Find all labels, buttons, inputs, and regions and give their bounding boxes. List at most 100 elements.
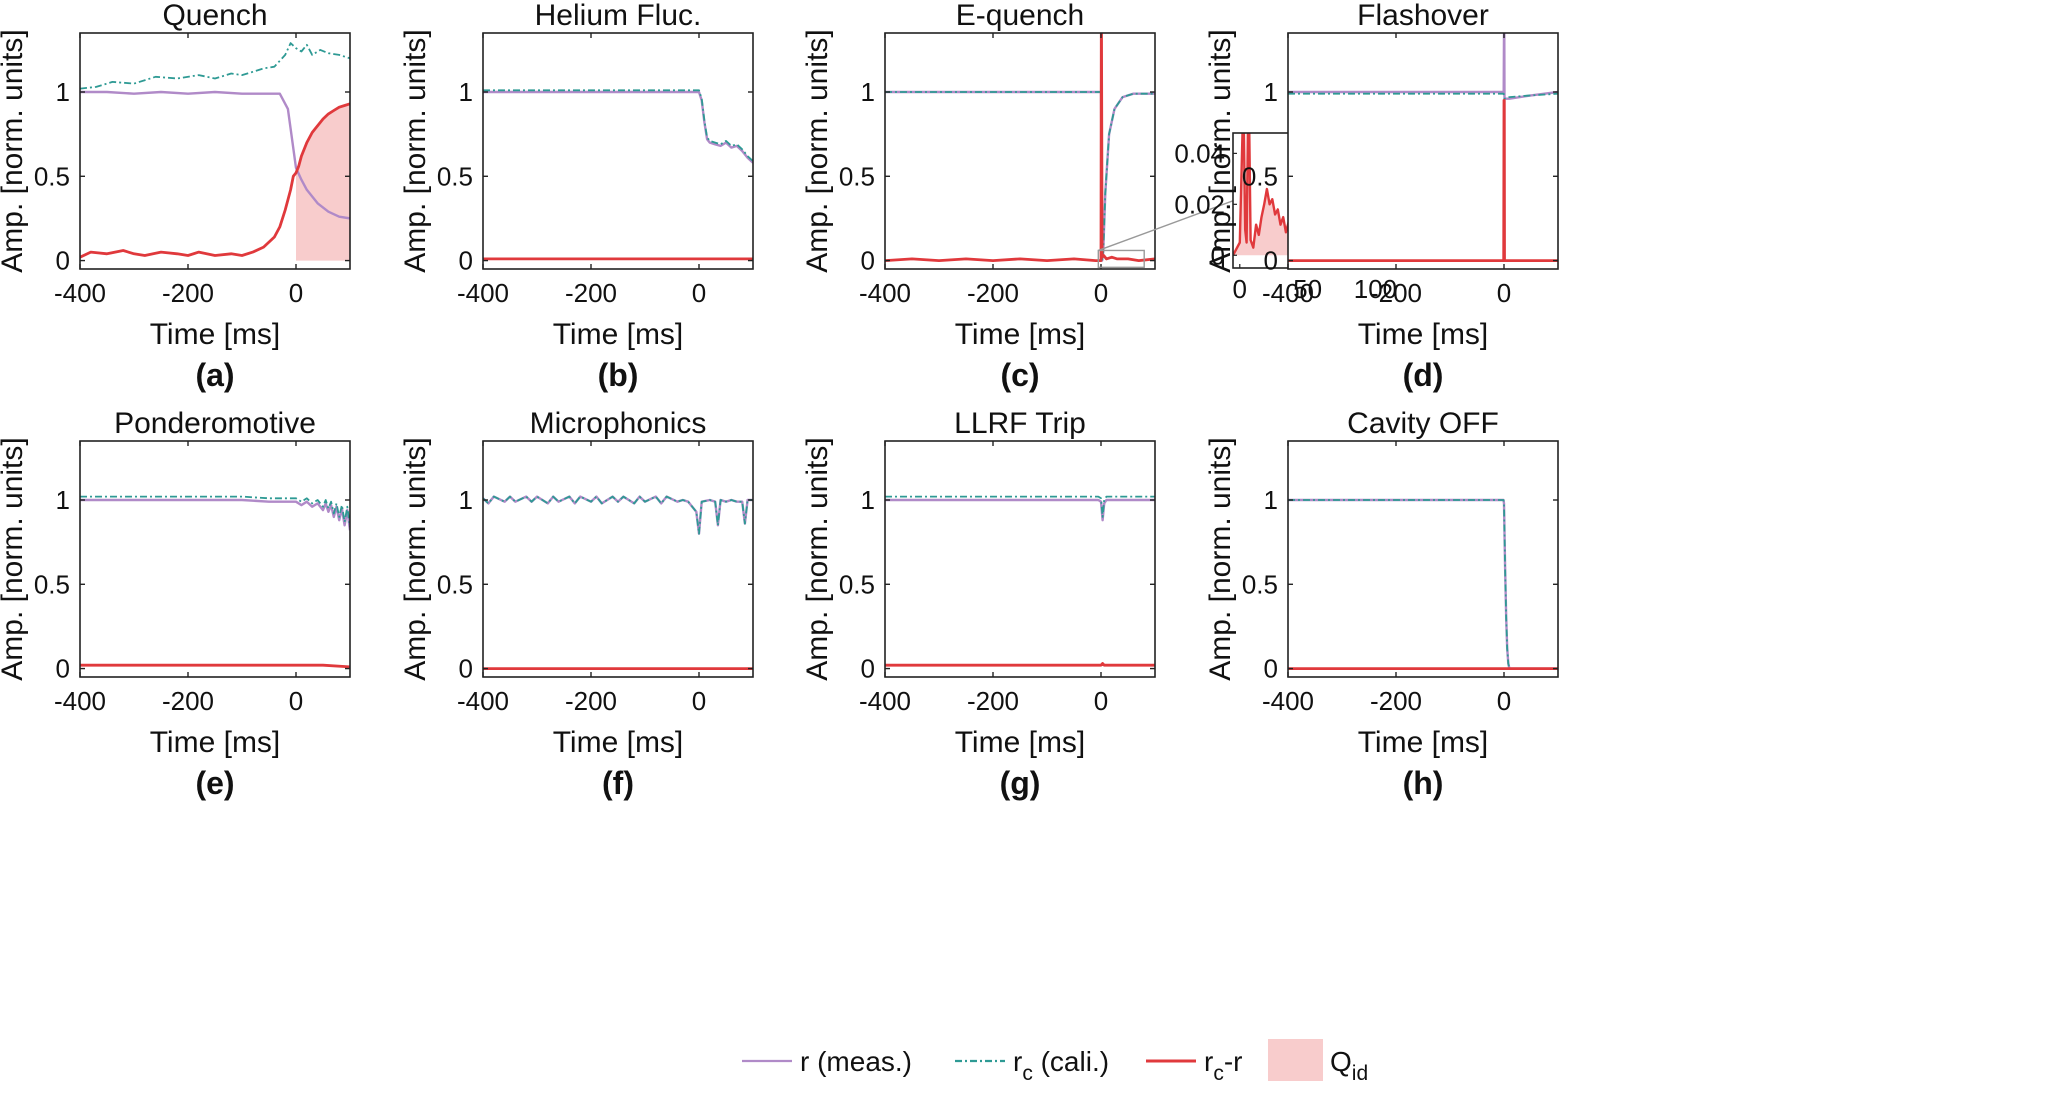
y-tick-label: 1 bbox=[1264, 485, 1278, 515]
series-rc-line bbox=[885, 495, 1155, 518]
y-tick-label: 1 bbox=[1264, 77, 1278, 107]
x-tick-label: 0 bbox=[1094, 278, 1108, 308]
y-tick-label: 0 bbox=[861, 246, 875, 276]
series-diff-line bbox=[1288, 99, 1558, 262]
axes-background bbox=[1288, 441, 1558, 677]
legend-item-qid: Qid bbox=[1268, 1039, 1368, 1085]
x-tick-label: -400 bbox=[1262, 278, 1314, 308]
y-tick-label: 0.5 bbox=[1242, 569, 1278, 599]
inset-y-tick-label: 0.04 bbox=[1174, 138, 1225, 168]
series-rc-line bbox=[1288, 92, 1558, 100]
y-tick-label: 0.5 bbox=[1242, 161, 1278, 191]
series-rc-line bbox=[80, 495, 350, 528]
series-diff-line bbox=[885, 33, 1155, 262]
axes-frame bbox=[79, 32, 351, 270]
x-axis-label: Time [ms] bbox=[955, 726, 1086, 759]
panel-d: -400 -200 00 0.5 1 Flashover Time [ms] Amp. [no… bbox=[1204, 0, 1559, 393]
inset-y-tick-label: 0.02 bbox=[1174, 189, 1225, 219]
series-diff-line bbox=[80, 663, 350, 669]
inset-x-tick-label: 50 bbox=[1293, 274, 1322, 304]
panel-title: Helium Fluc. bbox=[535, 0, 702, 32]
axes-frame bbox=[884, 32, 1156, 270]
panel-f: -400 -200 0 0 0.5 1 Microphonics Time [ms] Amp. … bbox=[399, 407, 754, 801]
y-tick-label: 1 bbox=[459, 77, 473, 107]
series-rc-line bbox=[1288, 499, 1558, 670]
x-tick-label: -400 bbox=[457, 278, 509, 308]
panel-title: Microphonics bbox=[530, 407, 707, 440]
y-tick-label: 0 bbox=[1264, 654, 1278, 684]
x-tick-label: 0 bbox=[289, 278, 303, 308]
y-tick-label: 1 bbox=[56, 77, 70, 107]
y-axis-label: Amp. [norm. units] bbox=[399, 29, 432, 272]
series-diff-line bbox=[80, 102, 350, 259]
x-axis-label: Time [ms] bbox=[150, 726, 281, 759]
y-axis-label: Amp. [norm. units] bbox=[1204, 437, 1237, 680]
y-axis-label: Amp. [norm. units] bbox=[0, 437, 29, 680]
x-tick-label: -200 bbox=[565, 686, 617, 716]
plot-area bbox=[1288, 498, 1558, 670]
panel-label: (f) bbox=[602, 765, 634, 801]
panel-title: Cavity OFF bbox=[1347, 407, 1499, 440]
y-tick-label: 0.5 bbox=[839, 569, 875, 599]
x-tick-label: -200 bbox=[1370, 686, 1422, 716]
axes-frame bbox=[1287, 440, 1559, 678]
zoom-box bbox=[1097, 249, 1145, 269]
panel-b: -400 -200 0 0 0.5 1 Helium Fluc. Time [ms] Amp. … bbox=[399, 0, 754, 393]
axes-background bbox=[885, 441, 1155, 677]
legend-swatch bbox=[1268, 1039, 1323, 1081]
axes-background bbox=[483, 33, 753, 269]
x-tick-label: -400 bbox=[54, 278, 106, 308]
panel-label: (a) bbox=[195, 357, 234, 393]
panel-title: Flashover bbox=[1357, 0, 1489, 32]
x-tick-label: -400 bbox=[859, 278, 911, 308]
panel-title: Ponderomotive bbox=[114, 407, 316, 440]
y-tick-label: 0 bbox=[1264, 246, 1278, 276]
inset-x-tick-label: 0 bbox=[1233, 274, 1247, 304]
x-tick-label: -400 bbox=[457, 686, 509, 716]
panel-title: LLRF Trip bbox=[954, 407, 1086, 440]
series-rc-line bbox=[483, 89, 753, 162]
y-tick-label: 0 bbox=[56, 246, 70, 276]
panel-label: (b) bbox=[598, 357, 639, 393]
panel-title: E-quench bbox=[956, 0, 1084, 32]
y-axis-label: Amp. [norm. units] bbox=[1204, 29, 1237, 272]
x-axis-label: Time [ms] bbox=[553, 318, 684, 351]
y-tick-label: 0 bbox=[861, 654, 875, 684]
y-tick-label: 0.5 bbox=[437, 161, 473, 191]
y-axis-label: Amp. [norm. units] bbox=[801, 29, 834, 272]
x-tick-label: -400 bbox=[54, 686, 106, 716]
x-axis-label: Time [ms] bbox=[553, 726, 684, 759]
panel-label: (c) bbox=[1000, 357, 1039, 393]
x-tick-label: -200 bbox=[1370, 278, 1422, 308]
axes-frame bbox=[1287, 32, 1559, 270]
panel-title: Quench bbox=[162, 0, 267, 32]
y-tick-label: 0 bbox=[459, 654, 473, 684]
x-tick-label: 0 bbox=[692, 686, 706, 716]
legend-item-diff: rc-r bbox=[1146, 1046, 1242, 1085]
x-axis-label: Time [ms] bbox=[1358, 726, 1489, 759]
x-tick-label: 0 bbox=[289, 686, 303, 716]
legend-label: rc (cali.) bbox=[1013, 1046, 1109, 1085]
plot-area bbox=[483, 495, 753, 670]
y-tick-label: 1 bbox=[861, 485, 875, 515]
x-tick-label: -200 bbox=[967, 686, 1019, 716]
x-axis-label: Time [ms] bbox=[1358, 318, 1489, 351]
plot-area bbox=[885, 33, 1155, 262]
axes-frame bbox=[482, 32, 754, 270]
series-diff-line bbox=[885, 662, 1155, 667]
x-axis-label: Time [ms] bbox=[150, 318, 281, 351]
y-axis-label: Amp. [norm. units] bbox=[399, 437, 432, 680]
series-rc-line bbox=[483, 495, 753, 535]
inset-qid-area bbox=[1233, 133, 1387, 256]
plot-area bbox=[885, 495, 1155, 667]
legend: r (meas.) rc (cali.) rc-r Qid bbox=[742, 1039, 1368, 1085]
axes-frame bbox=[884, 440, 1156, 678]
y-tick-label: 1 bbox=[861, 77, 875, 107]
y-axis-label: Amp. [norm. units] bbox=[0, 29, 29, 272]
y-tick-label: 0 bbox=[459, 246, 473, 276]
qid-area bbox=[296, 103, 350, 261]
y-tick-label: 0 bbox=[56, 654, 70, 684]
legend-label: Qid bbox=[1330, 1046, 1368, 1085]
series-rc-line bbox=[80, 42, 350, 90]
